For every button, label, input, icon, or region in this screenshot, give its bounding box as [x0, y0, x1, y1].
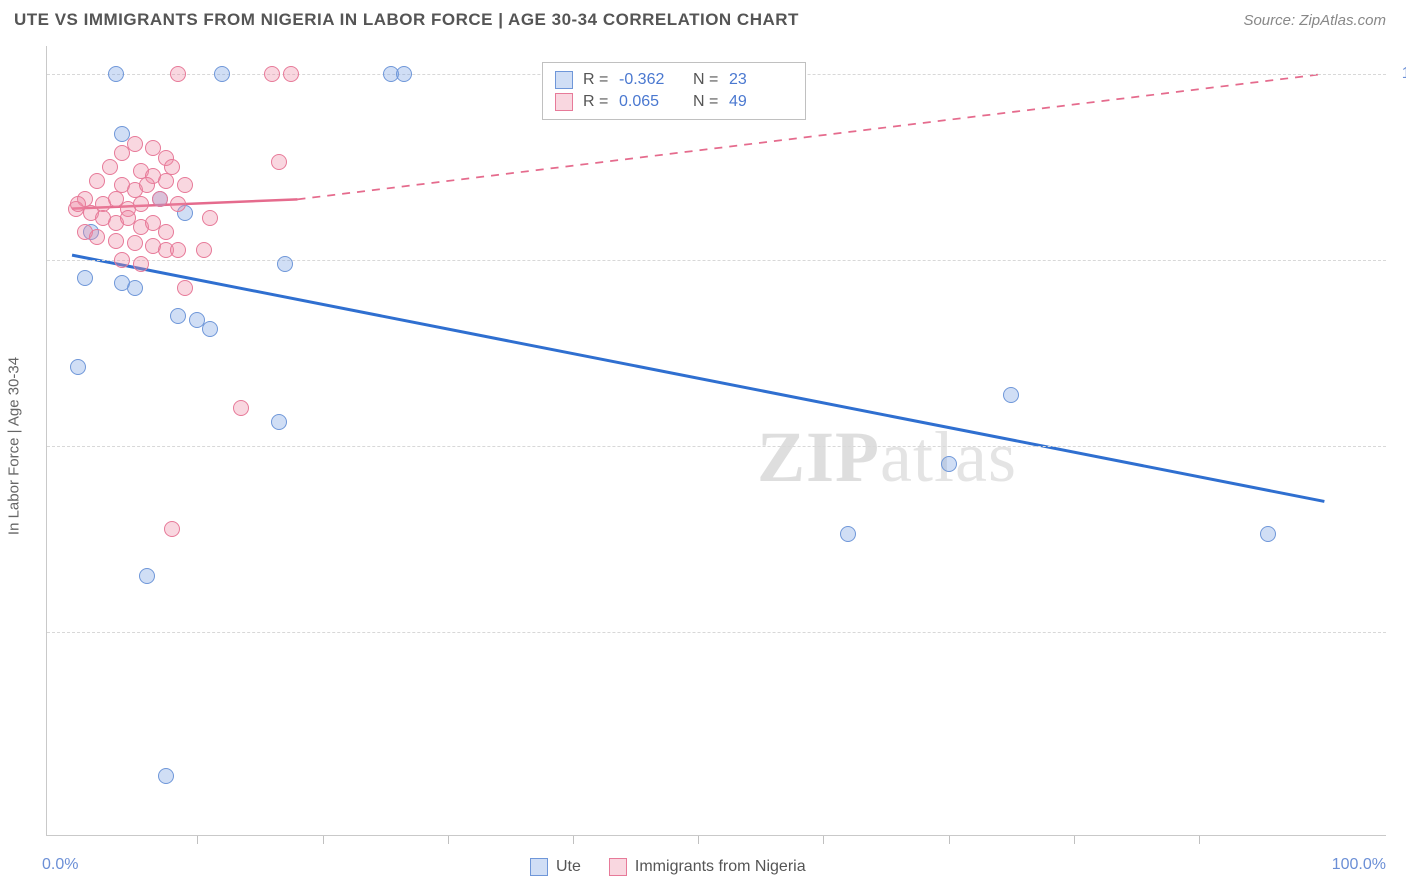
legend-row-ute: R = -0.362 N = 23: [555, 69, 793, 91]
data-point-nigeria: [127, 235, 143, 251]
legend-swatch-nigeria: [609, 858, 627, 876]
data-point-nigeria: [102, 159, 118, 175]
data-point-ute: [127, 280, 143, 296]
data-point-nigeria: [133, 196, 149, 212]
x-tick: [823, 836, 824, 844]
data-point-ute: [70, 359, 86, 375]
data-point-nigeria: [108, 233, 124, 249]
legend-row-nigeria: R = 0.065 N = 49: [555, 91, 793, 113]
x-tick: [698, 836, 699, 844]
gridline-horizontal: [47, 446, 1386, 447]
chart-title: UTE VS IMMIGRANTS FROM NIGERIA IN LABOR …: [14, 10, 799, 30]
data-point-ute: [170, 308, 186, 324]
legend-swatch-ute: [530, 858, 548, 876]
legend-N-label: N =: [693, 91, 719, 113]
data-point-ute: [941, 456, 957, 472]
data-point-nigeria: [170, 66, 186, 82]
trend-lines-layer: [47, 46, 1386, 835]
x-tick: [448, 836, 449, 844]
data-point-ute: [1003, 387, 1019, 403]
data-point-nigeria: [133, 256, 149, 272]
data-point-ute: [277, 256, 293, 272]
data-point-nigeria: [170, 242, 186, 258]
y-tick-label: 60.0%: [1396, 437, 1406, 455]
data-point-ute: [139, 568, 155, 584]
legend-swatch-nigeria: [555, 93, 573, 111]
x-tick: [323, 836, 324, 844]
legend-R-value: -0.362: [619, 69, 683, 91]
data-point-nigeria: [89, 229, 105, 245]
data-point-nigeria: [233, 400, 249, 416]
legend-R-value: 0.065: [619, 91, 683, 113]
legend-item-ute: Ute: [530, 858, 581, 876]
gridline-horizontal: [47, 632, 1386, 633]
x-tick: [197, 836, 198, 844]
trendline-nigeria-dashed: [297, 74, 1324, 199]
series-legend: Ute Immigrants from Nigeria: [530, 858, 806, 876]
data-point-nigeria: [89, 173, 105, 189]
y-tick-label: 40.0%: [1396, 623, 1406, 641]
data-point-ute: [158, 768, 174, 784]
x-axis-min-label: 0.0%: [42, 856, 78, 874]
data-point-nigeria: [139, 177, 155, 193]
legend-N-value: 23: [729, 69, 793, 91]
data-point-nigeria: [202, 210, 218, 226]
legend-N-label: N =: [693, 69, 719, 91]
x-tick: [1199, 836, 1200, 844]
data-point-nigeria: [264, 66, 280, 82]
data-point-nigeria: [271, 154, 287, 170]
x-tick: [949, 836, 950, 844]
data-point-nigeria: [170, 196, 186, 212]
legend-R-label: R =: [583, 91, 609, 113]
source-attribution: Source: ZipAtlas.com: [1243, 12, 1386, 29]
legend-item-nigeria: Immigrants from Nigeria: [609, 858, 806, 876]
data-point-nigeria: [158, 173, 174, 189]
legend-label-nigeria: Immigrants from Nigeria: [635, 858, 806, 876]
data-point-nigeria: [114, 252, 130, 268]
data-point-nigeria: [196, 242, 212, 258]
scatter-plot-area: ZIPatlas 40.0%60.0%80.0%100.0%: [46, 46, 1386, 836]
data-point-nigeria: [164, 521, 180, 537]
data-point-nigeria: [177, 280, 193, 296]
data-point-nigeria: [177, 177, 193, 193]
y-tick-label: 100.0%: [1396, 65, 1406, 83]
legend-label-ute: Ute: [556, 858, 581, 876]
x-axis-max-label: 100.0%: [1332, 856, 1386, 874]
data-point-nigeria: [158, 224, 174, 240]
data-point-ute: [214, 66, 230, 82]
data-point-ute: [271, 414, 287, 430]
data-point-ute: [1260, 526, 1276, 542]
trendline-ute: [72, 255, 1324, 501]
gridline-horizontal: [47, 260, 1386, 261]
legend-swatch-ute: [555, 71, 573, 89]
data-point-ute: [108, 66, 124, 82]
legend-R-label: R =: [583, 69, 609, 91]
y-tick-label: 80.0%: [1396, 251, 1406, 269]
data-point-nigeria: [283, 66, 299, 82]
correlation-legend: R = -0.362 N = 23 R = 0.065 N = 49: [542, 62, 806, 120]
data-point-ute: [202, 321, 218, 337]
data-point-ute: [840, 526, 856, 542]
legend-N-value: 49: [729, 91, 793, 113]
x-tick: [1074, 836, 1075, 844]
data-point-ute: [396, 66, 412, 82]
data-point-nigeria: [152, 191, 168, 207]
y-axis-label: In Labor Force | Age 30-34: [6, 357, 23, 535]
x-tick: [573, 836, 574, 844]
data-point-ute: [77, 270, 93, 286]
data-point-nigeria: [114, 145, 130, 161]
